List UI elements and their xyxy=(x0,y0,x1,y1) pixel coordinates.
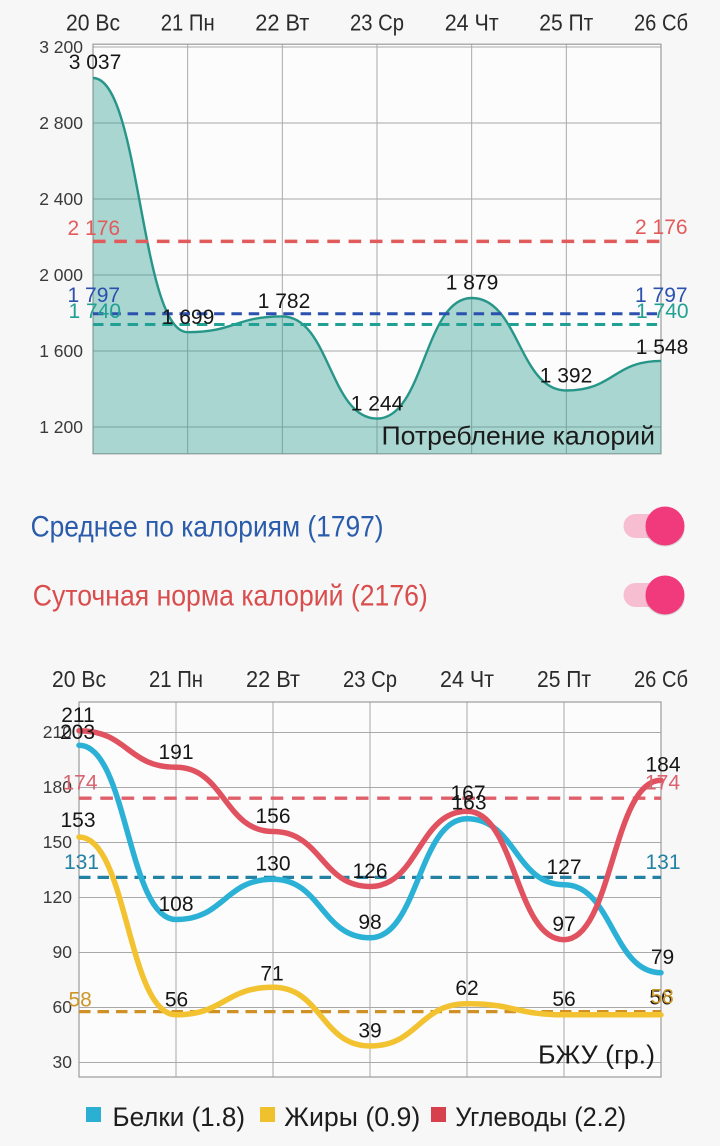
svg-text:191: 191 xyxy=(158,741,193,764)
svg-text:Жиры (0.9): Жиры (0.9) xyxy=(284,1102,420,1132)
svg-text:25 Пт: 25 Пт xyxy=(539,10,593,36)
svg-text:184: 184 xyxy=(645,754,680,777)
svg-text:131: 131 xyxy=(646,851,681,874)
svg-text:180: 180 xyxy=(43,777,72,797)
svg-text:1 200: 1 200 xyxy=(39,417,83,437)
svg-text:153: 153 xyxy=(60,809,95,832)
svg-text:108: 108 xyxy=(158,893,193,916)
svg-text:90: 90 xyxy=(53,942,73,962)
svg-text:210: 210 xyxy=(43,722,72,742)
svg-text:1 782: 1 782 xyxy=(258,290,311,313)
svg-text:1 797: 1 797 xyxy=(635,284,688,307)
svg-text:26 Сб: 26 Сб xyxy=(634,10,688,36)
svg-text:30: 30 xyxy=(53,1052,73,1072)
svg-text:167: 167 xyxy=(450,782,485,805)
svg-text:1 797: 1 797 xyxy=(68,284,121,307)
svg-text:58: 58 xyxy=(69,989,92,1012)
svg-text:2 176: 2 176 xyxy=(68,217,121,240)
svg-text:Углеводы (2.2): Углеводы (2.2) xyxy=(455,1102,626,1132)
svg-text:1 548: 1 548 xyxy=(636,336,689,359)
svg-text:Среднее по калориям (1797): Среднее по калориям (1797) xyxy=(31,511,384,544)
svg-text:24 Чт: 24 Чт xyxy=(445,10,499,36)
svg-text:163: 163 xyxy=(451,792,486,815)
svg-text:79: 79 xyxy=(651,946,674,969)
svg-text:21 Пн: 21 Пн xyxy=(149,666,203,692)
svg-text:97: 97 xyxy=(552,913,575,936)
svg-text:203: 203 xyxy=(60,721,95,744)
svg-text:3 037: 3 037 xyxy=(69,51,122,74)
svg-text:21 Пн: 21 Пн xyxy=(161,10,215,36)
svg-text:24 Чт: 24 Чт xyxy=(440,666,494,692)
svg-text:1 740: 1 740 xyxy=(636,300,689,323)
svg-text:156: 156 xyxy=(255,805,290,828)
svg-text:25 Пт: 25 Пт xyxy=(537,666,591,692)
svg-text:23 Ср: 23 Ср xyxy=(350,10,404,36)
svg-text:Суточная норма калорий (2176): Суточная норма калорий (2176) xyxy=(33,580,428,613)
svg-text:20 Вс: 20 Вс xyxy=(52,666,106,692)
svg-text:39: 39 xyxy=(358,1020,381,1043)
svg-text:Белки (1.8): Белки (1.8) xyxy=(113,1102,246,1132)
svg-text:56: 56 xyxy=(165,989,188,1012)
svg-text:22 Вт: 22 Вт xyxy=(246,666,300,692)
svg-text:1 392: 1 392 xyxy=(540,365,593,388)
svg-text:130: 130 xyxy=(255,853,290,876)
svg-text:1 740: 1 740 xyxy=(69,300,122,323)
svg-text:26 Сб: 26 Сб xyxy=(634,666,688,692)
svg-text:3 200: 3 200 xyxy=(39,37,83,57)
svg-text:1 600: 1 600 xyxy=(39,341,83,361)
svg-text:150: 150 xyxy=(43,832,72,852)
svg-text:22 Вт: 22 Вт xyxy=(255,10,309,36)
svg-text:20 Вс: 20 Вс xyxy=(66,10,120,36)
svg-text:211: 211 xyxy=(61,704,94,727)
svg-text:1 699: 1 699 xyxy=(162,306,215,329)
svg-text:56: 56 xyxy=(649,987,672,1010)
svg-text:2 800: 2 800 xyxy=(39,113,83,133)
svg-text:127: 127 xyxy=(546,856,581,879)
svg-text:120: 120 xyxy=(43,887,72,907)
svg-text:60: 60 xyxy=(53,997,73,1017)
svg-text:Потребление калорий: Потребление калорий xyxy=(382,421,656,451)
svg-text:56: 56 xyxy=(552,988,575,1011)
svg-text:1 244: 1 244 xyxy=(351,393,404,416)
svg-text:2 400: 2 400 xyxy=(39,189,83,209)
svg-text:174: 174 xyxy=(63,772,98,795)
svg-text:174: 174 xyxy=(645,772,680,795)
svg-text:2 176: 2 176 xyxy=(635,216,688,239)
svg-text:126: 126 xyxy=(352,860,387,883)
svg-text:58: 58 xyxy=(651,986,674,1009)
svg-text:131: 131 xyxy=(64,851,99,874)
svg-text:23 Ср: 23 Ср xyxy=(343,666,397,692)
svg-text:БЖУ (гр.): БЖУ (гр.) xyxy=(538,1040,655,1070)
svg-text:71: 71 xyxy=(260,963,283,986)
svg-text:1 879: 1 879 xyxy=(446,272,499,295)
svg-text:2 000: 2 000 xyxy=(39,265,83,285)
svg-text:62: 62 xyxy=(455,977,478,1000)
svg-text:98: 98 xyxy=(358,911,381,934)
